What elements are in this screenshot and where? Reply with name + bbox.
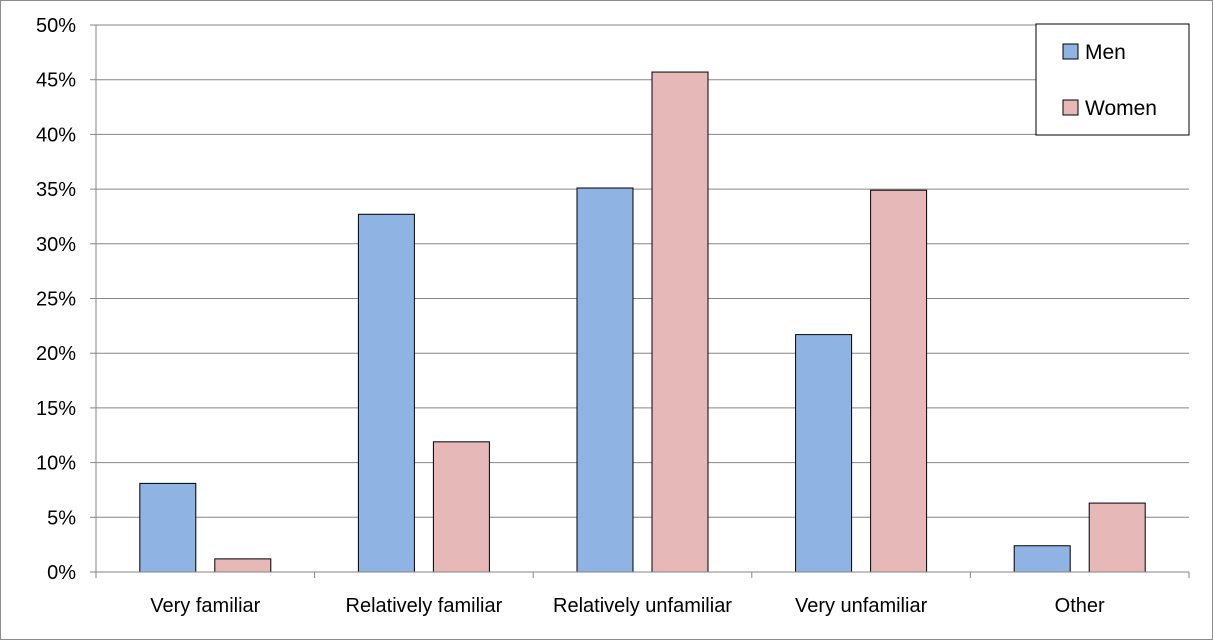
legend-swatch-women (1062, 99, 1079, 116)
y-tick-label: 35% (36, 179, 76, 201)
x-category-labels: Very familiar Relatively familiar Relative… (150, 595, 1105, 617)
bar-men-2 (576, 187, 634, 573)
bar-women-3 (870, 189, 928, 573)
bar-women-0 (214, 558, 272, 573)
y-tick-label: 25% (36, 289, 76, 311)
legend-box (1035, 23, 1190, 136)
y-tick-label: 40% (36, 124, 76, 146)
bar-men-4 (1013, 545, 1071, 573)
bar-women-1 (432, 441, 490, 573)
x-category-label: Relatively familiar (346, 595, 503, 617)
y-tick-label: 45% (36, 70, 76, 92)
x-category-label: Very familiar (150, 595, 260, 617)
bars (139, 71, 1146, 573)
y-tick-labels: 0% 5% 10% 15% 20% 25% 30% 35% 40% 45% 50% (36, 15, 76, 584)
x-category-label: Relatively unfamiliar (553, 595, 732, 617)
y-tick-label: 15% (36, 398, 76, 420)
y-tick-label: 10% (36, 453, 76, 475)
y-tick-label: 50% (36, 15, 76, 37)
y-tick-label: 5% (47, 507, 76, 529)
bar-men-1 (357, 213, 415, 573)
bar-women-4 (1088, 502, 1146, 573)
bar-women-2 (651, 71, 709, 573)
gridlines (96, 24, 1189, 518)
legend: Men Women (1035, 23, 1190, 136)
x-category-label: Very unfamiliar (795, 595, 928, 617)
legend-swatch-men (1062, 43, 1079, 60)
y-tick-label: 20% (36, 343, 76, 365)
y-tick-label: 30% (36, 234, 76, 256)
x-category-label: Other (1055, 595, 1105, 617)
bar-men-3 (795, 334, 853, 573)
legend-label-men: Men (1085, 41, 1126, 64)
y-tick-label: 0% (47, 562, 76, 584)
legend-label-women: Women (1085, 97, 1157, 120)
axes (90, 24, 1190, 578)
bar-men-0 (139, 482, 197, 573)
